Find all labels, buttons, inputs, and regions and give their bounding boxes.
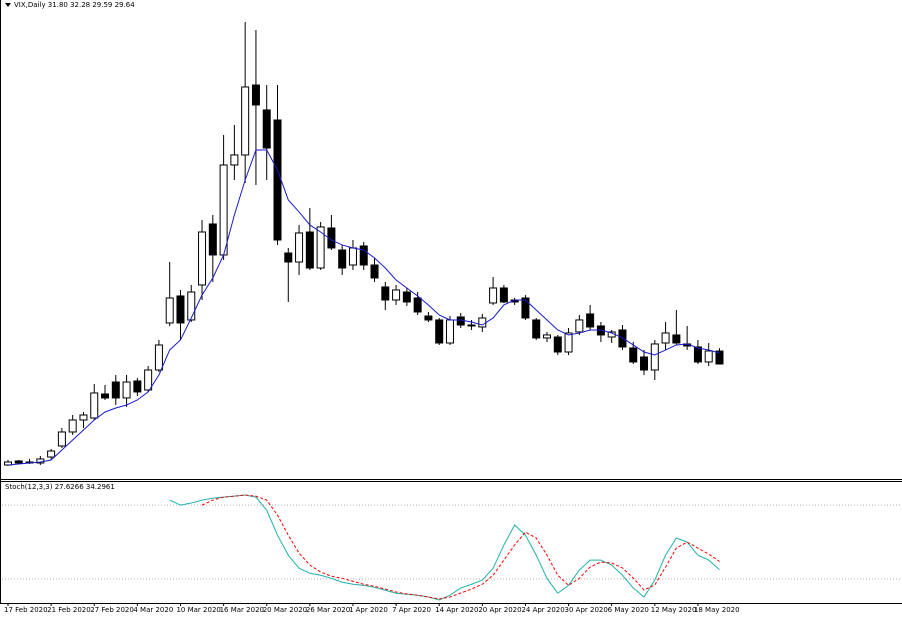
candle-body [111,381,120,399]
candle-body [68,419,77,433]
candle-body [381,286,390,301]
indicator-title: Stoch(12,3,3) 27.6266 34.2961 [5,483,115,491]
chart-title: VIX,Daily 31.80 32.28 29.59 29.64 [14,1,135,9]
candle-body [101,393,110,399]
candle-body [176,295,185,324]
candle-body [693,346,702,363]
x-tick-label: 18 May 2020 [694,606,740,614]
candle-body [564,332,573,353]
candle-body [305,231,314,269]
x-tick-label: 6 May 2020 [608,606,649,614]
candle-body [586,313,595,328]
x-tick-label: 14 Apr 2020 [435,606,478,614]
candle-body [219,164,228,256]
plot-area: 17 Feb 2020 21 Feb 2020 27 Feb 2020 4 Mar 2… [2,22,902,614]
candle-body [241,86,250,156]
x-tick-label: 12 May 2020 [651,606,697,614]
candle-body [154,344,163,371]
candle-body [456,316,465,326]
candle-body [413,297,422,313]
candle-body [715,350,724,365]
candle-body [90,392,99,419]
candle-body [489,287,498,304]
candle-body [521,297,530,319]
candle-body [348,247,357,266]
candle-body [575,319,584,333]
candle-body [543,334,551,339]
candle-body [672,334,681,344]
stochastic-line [201,494,720,600]
candle-body [435,319,444,344]
candle-body [650,343,659,371]
candle-body [370,264,379,279]
candle-body [208,223,217,256]
candle-body [251,84,260,106]
candle-body [402,291,411,303]
candle-body [284,252,293,263]
candle-body [47,450,56,458]
candle-body [704,350,713,363]
candle-body [262,109,271,149]
candle-body [273,119,282,241]
x-tick-label: 17 Feb 2020 [4,606,48,614]
x-tick-label: 20 Mar 2020 [263,606,307,614]
x-tick-label: 7 Apr 2020 [392,606,431,614]
candle-body [445,319,454,344]
candle-body [499,287,508,303]
candle-body [467,324,476,327]
candle-body [295,232,304,263]
x-tick-label: 1 Apr 2020 [349,606,388,614]
candle-body [478,317,487,328]
x-tick-label: 21 Feb 2020 [47,606,91,614]
moving-average-line [7,149,720,466]
candle-body [14,460,23,464]
candle-body [198,231,207,286]
candle-body [338,249,347,269]
candle-body [122,381,131,399]
candle-body [165,297,174,324]
collapse-triangle[interactable] [5,3,11,7]
candle-body [661,332,670,344]
candle-body [133,380,142,393]
x-tick-label: 20 Apr 2020 [478,606,521,614]
candle-body [629,347,638,363]
candle-body [230,154,239,166]
x-tick-label: 16 Mar 2020 [220,606,264,614]
x-tick-label: 27 Feb 2020 [90,606,134,614]
candle-body [359,245,368,266]
x-tick-label: 10 Mar 2020 [176,606,220,614]
candle-body [392,289,401,301]
candle-body [57,431,66,447]
candle-body [553,336,562,353]
candle-body [187,291,196,321]
candle-body [316,226,325,269]
candle-body [640,356,649,371]
candle-body [424,315,433,321]
x-tick-label: 26 Mar 2020 [306,606,350,614]
x-tick-label: 4 Mar 2020 [133,606,173,614]
candle-body [79,414,88,421]
x-tick-label: 24 Apr 2020 [521,606,564,614]
x-tick-label: 30 Apr 2020 [565,606,608,614]
candle-body [532,319,541,339]
candle-body [144,369,153,391]
